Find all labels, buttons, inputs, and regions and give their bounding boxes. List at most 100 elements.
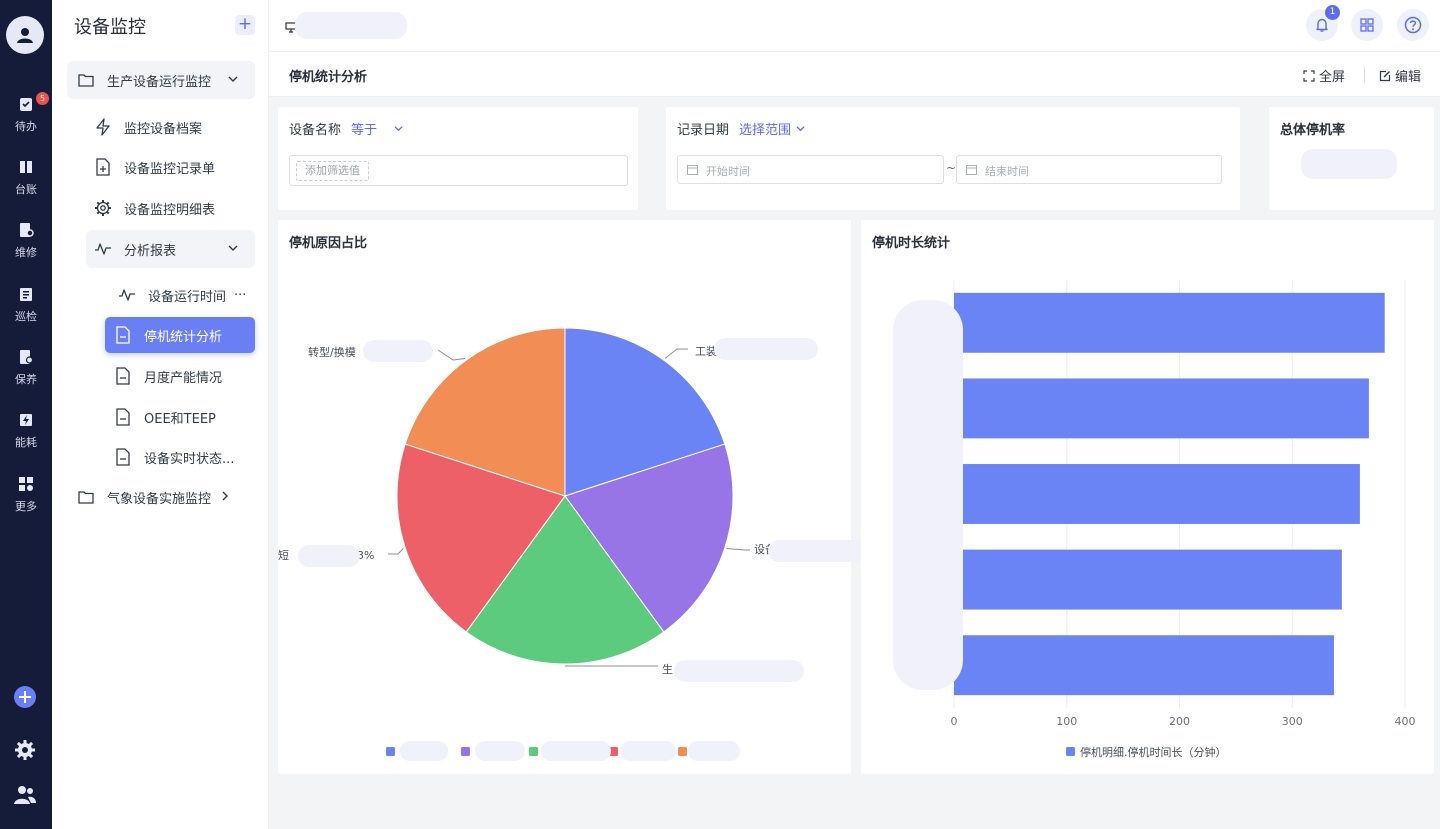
end-date-input[interactable]: 结束时间	[956, 155, 1222, 184]
document-icon	[114, 448, 132, 466]
group-label: 生产设备运行监控	[107, 74, 212, 90]
pie-slice[interactable]	[465, 495, 665, 665]
bar[interactable]	[954, 378, 1369, 439]
rail-item-todo[interactable]: 5 待办	[0, 92, 52, 142]
rail-add-button[interactable]	[12, 684, 38, 710]
redacted-breadcrumb	[295, 12, 407, 39]
sidebar-item-monitor-detail[interactable]: 设备监控明细表	[94, 190, 254, 226]
nav-label: 月度产能情况	[144, 370, 223, 386]
pie-label-line	[437, 349, 466, 361]
apps-button[interactable]	[1351, 9, 1383, 41]
legend-swatch[interactable]	[1066, 747, 1075, 756]
header-divider	[1364, 67, 1365, 83]
help-icon	[1404, 16, 1422, 34]
redacted-category-labels	[893, 300, 963, 690]
device-filter-card: 设备名称 等于 添加筛选值	[278, 107, 638, 210]
bar[interactable]	[954, 292, 1385, 353]
device-operator-select[interactable]: 等于	[351, 119, 404, 138]
subgroup-analysis-reports[interactable]: 分析报表	[86, 230, 255, 268]
redacted-legend	[688, 741, 740, 761]
bar[interactable]	[954, 464, 1360, 524]
date-filter-label: 记录日期	[677, 123, 730, 138]
start-date-placeholder: 开始时间	[706, 165, 750, 178]
pulse-icon	[94, 240, 112, 258]
rail-item-inspection[interactable]: 巡检	[0, 284, 52, 332]
bolt-icon	[94, 118, 112, 136]
rail-settings-button[interactable]	[12, 737, 38, 763]
calendar-icon	[687, 165, 698, 175]
group-production-monitoring[interactable]: 生产设备运行监控	[67, 61, 255, 99]
nav-label: 设备实时状态...	[144, 451, 235, 467]
group-label: 气象设备实施监控	[107, 491, 212, 507]
range-value: 选择范围	[739, 123, 792, 138]
rail-label: 巡检	[15, 310, 37, 323]
add-filter-tag[interactable]: 添加筛选值	[296, 161, 369, 181]
pie-slice[interactable]	[564, 327, 726, 497]
sidebar-add-button[interactable]: +	[235, 15, 255, 35]
rail-item-maintenance[interactable]: 保养	[0, 347, 52, 395]
rail-item-more[interactable]: 更多	[0, 474, 52, 522]
pie-slice[interactable]	[404, 327, 566, 497]
pie-slice[interactable]	[564, 443, 734, 633]
pie-slice[interactable]	[396, 443, 566, 633]
x-tick-label: 400	[1395, 715, 1416, 728]
redacted-label	[363, 340, 433, 362]
sidebar-item-device-archive[interactable]: 监控设备档案	[94, 109, 254, 145]
start-date-input[interactable]: 开始时间	[677, 155, 944, 184]
sidebar-item-monthly-capacity[interactable]: 月度产能情况	[114, 358, 254, 394]
pie-slice-label: 短	[278, 548, 289, 562]
legend-swatch[interactable]	[609, 747, 618, 756]
redacted-legend	[475, 741, 525, 761]
bar[interactable]	[954, 635, 1334, 696]
calendar-icon	[966, 165, 977, 175]
downtime-rate-title: 总体停机率	[1280, 123, 1346, 138]
user-avatar[interactable]	[6, 16, 44, 54]
fullscreen-button[interactable]: 全屏	[1303, 66, 1345, 85]
legend-swatch[interactable]	[461, 747, 470, 756]
bar-chart: 0 100 200 300 400 停机明细.停机时间长（分钟）	[951, 280, 1416, 759]
rail-label: 更多	[15, 500, 37, 513]
date-range-select[interactable]: 选择范围	[739, 119, 806, 138]
top-bar: 1	[269, 0, 1440, 52]
edit-button[interactable]: 编辑	[1379, 66, 1421, 85]
help-button[interactable]	[1397, 9, 1429, 41]
page-header: 停机统计分析 全屏 编辑	[269, 52, 1440, 97]
repair-icon	[18, 222, 34, 238]
redacted-label	[768, 540, 868, 562]
fullscreen-icon	[1303, 69, 1315, 82]
edit-icon	[1379, 70, 1391, 81]
fullscreen-label: 全屏	[1319, 70, 1346, 85]
page-title: 停机统计分析	[289, 70, 368, 85]
x-tick-label: 100	[1056, 715, 1077, 728]
legend-swatch[interactable]	[386, 747, 395, 756]
sidebar-item-oee-teep[interactable]: OEE和TEEP	[114, 399, 254, 435]
chevron-down-icon	[394, 126, 403, 132]
end-date-placeholder: 结束时间	[985, 165, 1029, 178]
rail-item-ledger[interactable]: 台账	[0, 157, 52, 205]
sidebar-item-realtime-status[interactable]: 设备实时状态...	[114, 439, 254, 475]
x-tick-label: 300	[1282, 715, 1303, 728]
redacted-label	[714, 338, 818, 360]
bar[interactable]	[954, 549, 1342, 610]
chevron-right-icon	[219, 490, 231, 506]
device-value-input[interactable]: 添加筛选值	[289, 155, 628, 186]
nav-label: 设备监控记录单	[124, 161, 216, 177]
notification-button[interactable]: 1	[1306, 5, 1340, 41]
app-rail: 5 待办 台账 维修 巡检 保养 能耗 更多	[0, 0, 52, 829]
group-weather-monitoring[interactable]: 气象设备实施监控	[67, 478, 255, 516]
sidebar-item-downtime-analysis[interactable]: 停机统计分析	[105, 317, 255, 353]
rail-item-repair[interactable]: 维修	[0, 220, 52, 268]
chevron-down-icon	[796, 126, 805, 132]
range-separator: ~	[946, 161, 957, 175]
rail-item-energy[interactable]: 能耗	[0, 410, 52, 458]
sidebar-item-monitor-record[interactable]: 设备监控记录单	[94, 149, 254, 185]
sidebar-item-run-time[interactable]: 设备运行时间 ···	[118, 277, 260, 313]
legend-swatch[interactable]	[529, 747, 538, 756]
notification-badge: 1	[1325, 5, 1340, 20]
rail-users-button[interactable]	[12, 782, 38, 808]
todo-icon: 5	[18, 92, 49, 112]
chevron-down-icon	[227, 73, 239, 89]
rail-label: 保养	[15, 373, 37, 386]
legend-swatch[interactable]	[678, 747, 687, 756]
nav-label: 设备监控明细表	[124, 202, 216, 218]
